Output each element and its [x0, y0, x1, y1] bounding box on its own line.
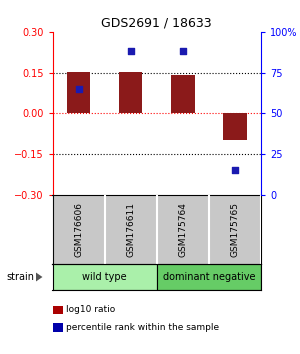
Text: GSM176611: GSM176611: [126, 202, 135, 257]
Text: GSM175765: GSM175765: [230, 202, 239, 257]
Text: wild type: wild type: [82, 272, 127, 282]
Point: [232, 167, 237, 173]
Text: strain: strain: [6, 272, 34, 282]
Title: GDS2691 / 18633: GDS2691 / 18633: [101, 16, 212, 29]
Text: log10 ratio: log10 ratio: [66, 305, 115, 314]
Text: GSM175764: GSM175764: [178, 202, 187, 257]
Bar: [157, 264, 261, 290]
Bar: [171, 75, 194, 113]
Bar: [67, 72, 90, 113]
Text: GSM176606: GSM176606: [74, 202, 83, 257]
Bar: [223, 113, 247, 141]
Text: dominant negative: dominant negative: [163, 272, 255, 282]
Bar: [52, 264, 157, 290]
Point: [180, 48, 185, 54]
Bar: [119, 72, 142, 113]
Point: [128, 48, 133, 54]
Text: percentile rank within the sample: percentile rank within the sample: [66, 323, 219, 332]
Point: [76, 86, 81, 92]
